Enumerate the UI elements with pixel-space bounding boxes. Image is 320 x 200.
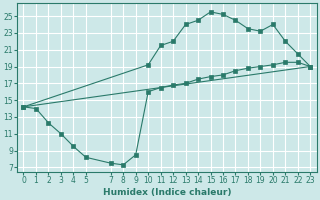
X-axis label: Humidex (Indice chaleur): Humidex (Indice chaleur) bbox=[103, 188, 231, 197]
